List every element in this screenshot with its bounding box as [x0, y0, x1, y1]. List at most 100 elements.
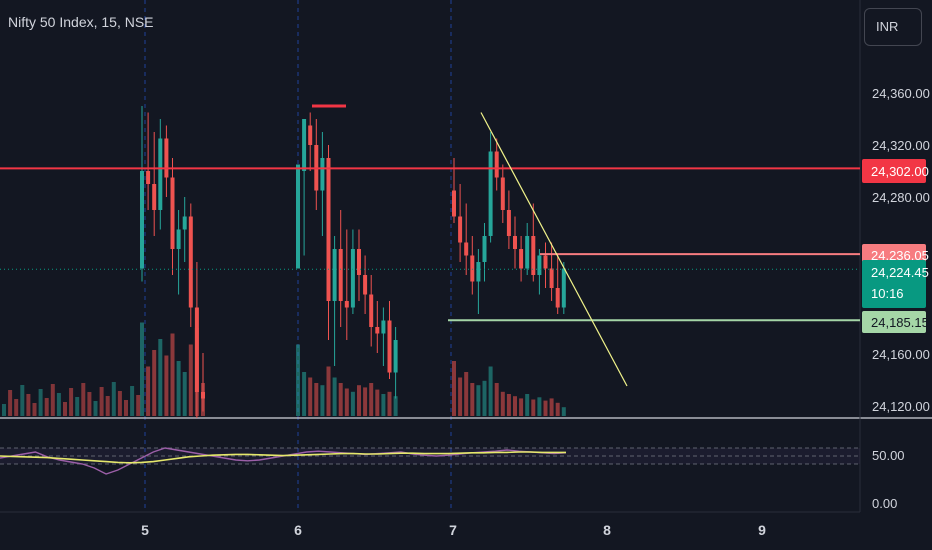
volume-bar [381, 394, 386, 416]
volume-bar [543, 400, 548, 416]
volume-bar [170, 333, 175, 416]
volume-bar [302, 372, 307, 416]
candle-body [519, 249, 524, 269]
volume-bar [75, 397, 80, 416]
candle-body [549, 268, 554, 288]
volume-bar [549, 398, 554, 416]
candle-body [555, 288, 560, 308]
candle-body [452, 190, 456, 217]
rsi-tick-label: 50.00 [872, 448, 905, 463]
volume-bar [20, 385, 25, 416]
currency-button[interactable]: INR [864, 8, 922, 46]
volume-bar [387, 391, 392, 416]
candle-body [561, 268, 566, 308]
volume-bar [525, 394, 530, 416]
volume-bar [32, 403, 37, 416]
volume-bar [452, 361, 456, 416]
candle-body [464, 242, 469, 256]
current-price-label: 24,224.45 [871, 265, 929, 280]
candle-body [363, 275, 368, 295]
volume-bar [105, 396, 110, 416]
resistance-price-label: 24,302.00 [871, 164, 929, 179]
volume-bar [519, 398, 524, 416]
candle-body [201, 392, 205, 399]
time-tick-label: 5 [141, 522, 149, 538]
volume-bar [176, 361, 181, 416]
candle-body [488, 151, 493, 236]
volume-bar [494, 383, 499, 416]
candle-body [369, 294, 374, 327]
volume-bar [188, 344, 193, 416]
current-price-badge [862, 260, 926, 308]
price-tick-label: 24,360.00 [872, 86, 930, 101]
volume-bar [81, 383, 86, 416]
candle-body [350, 249, 355, 308]
candle-body [320, 158, 325, 191]
drawing-layer [0, 104, 860, 387]
candle-body [332, 249, 337, 301]
volume-bar [26, 394, 31, 416]
candle-body [296, 164, 300, 269]
resistance-price-badge [862, 159, 926, 183]
time-tick-label: 7 [449, 522, 457, 538]
trendline [480, 112, 628, 387]
volume-bar [158, 339, 163, 416]
support-price-label: 24,185.15 [871, 315, 929, 330]
volume-bar [476, 385, 481, 416]
volume-bar [314, 383, 319, 416]
candle-body [513, 236, 517, 249]
pink-level-price-label: 24,236.05 [871, 248, 929, 263]
volume-bar [93, 401, 98, 416]
candle-body [170, 177, 175, 249]
volume-bar [369, 383, 374, 416]
volume-bar [393, 396, 398, 416]
volume-bar [50, 384, 55, 416]
volume-bar [320, 385, 325, 416]
candle-body [344, 301, 349, 308]
candle-body [525, 236, 530, 269]
volume-bar [69, 388, 74, 416]
candle-body [140, 171, 144, 269]
volume-bar [56, 393, 61, 416]
candle-body [182, 216, 187, 230]
candle-body [152, 184, 157, 210]
volume-bar [513, 396, 517, 416]
volume-bar [117, 391, 122, 416]
volume-bar [124, 400, 128, 416]
volume-bar [130, 386, 135, 416]
volume-bar [357, 385, 361, 416]
candle-body [531, 236, 536, 275]
volume-bar [14, 399, 19, 416]
rsi-tick-label: 0.00 [872, 496, 897, 511]
volume-bar [296, 344, 300, 416]
rsi-pane [0, 447, 860, 475]
candle-body [381, 320, 386, 334]
candle-body [302, 119, 307, 171]
volume-bar [332, 377, 337, 416]
time-tick-label: 9 [758, 522, 766, 538]
candle-body [387, 320, 392, 373]
volume-bar [2, 404, 6, 416]
volume-bar [44, 398, 49, 416]
volume-bar [38, 389, 43, 416]
candle-body [357, 249, 361, 275]
candle-body [176, 229, 181, 249]
volume-bar [136, 395, 141, 416]
candle-body [194, 307, 199, 392]
volume-bar [8, 390, 13, 416]
volume-bar [458, 377, 463, 416]
volume-bar [63, 402, 67, 416]
volume-bar [363, 387, 368, 416]
candle-body [537, 255, 542, 275]
price-tick-label: 24,120.00 [872, 399, 930, 414]
volume-bar [350, 391, 355, 416]
candle-body [482, 236, 487, 262]
time-tick-label: 6 [294, 522, 302, 538]
candle-body [326, 158, 331, 301]
price-tick-label: 24,280.00 [872, 190, 930, 205]
candle-body [188, 216, 193, 308]
volume-bar [344, 388, 349, 416]
candle-body [470, 255, 475, 282]
volume-bar [482, 380, 487, 416]
